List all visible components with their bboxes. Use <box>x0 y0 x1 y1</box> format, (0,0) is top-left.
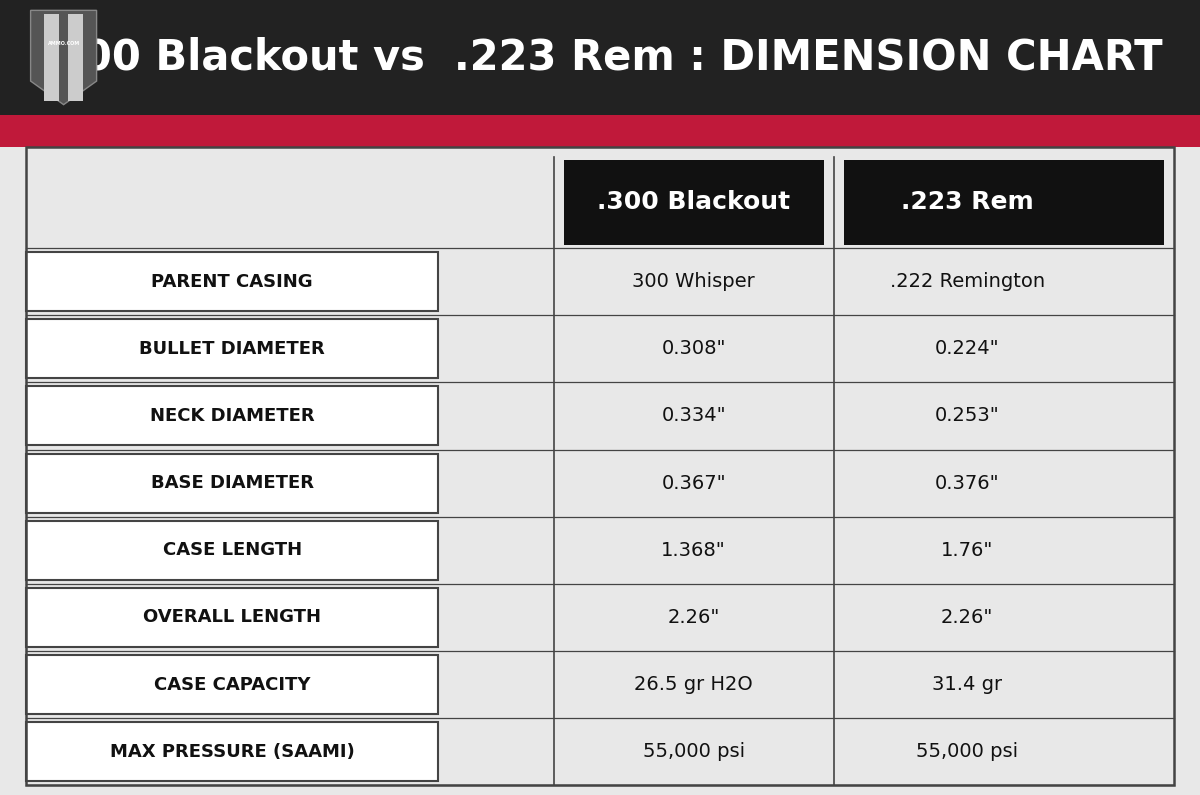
Text: MAX PRESSURE (SAAMI): MAX PRESSURE (SAAMI) <box>110 743 354 761</box>
Bar <box>564 160 824 245</box>
Text: 1.76": 1.76" <box>941 541 994 560</box>
Text: PARENT CASING: PARENT CASING <box>151 273 313 290</box>
Text: 0.224": 0.224" <box>935 339 1000 359</box>
Bar <box>68 14 83 101</box>
Text: CASE LENGTH: CASE LENGTH <box>163 541 301 560</box>
Text: NECK DIAMETER: NECK DIAMETER <box>150 407 314 425</box>
Bar <box>26 521 438 580</box>
Text: 26.5 gr H2O: 26.5 gr H2O <box>635 675 752 694</box>
Bar <box>0 147 1200 795</box>
Bar <box>844 160 1164 245</box>
Text: BASE DIAMETER: BASE DIAMETER <box>151 474 313 492</box>
Text: BULLET DIAMETER: BULLET DIAMETER <box>139 339 325 358</box>
Bar <box>26 252 438 311</box>
Text: .300 Blackout vs  .223 Rem : DIMENSION CHART: .300 Blackout vs .223 Rem : DIMENSION CH… <box>37 37 1163 79</box>
Text: 55,000 psi: 55,000 psi <box>642 743 745 762</box>
Text: 0.308": 0.308" <box>661 339 726 359</box>
Text: .300 Blackout: .300 Blackout <box>598 190 790 214</box>
Text: AMMO.COM: AMMO.COM <box>48 41 79 46</box>
Text: 0.376": 0.376" <box>935 474 1000 493</box>
Text: 2.26": 2.26" <box>667 608 720 627</box>
Bar <box>26 147 1174 785</box>
Text: 0.367": 0.367" <box>661 474 726 493</box>
Text: 1.368": 1.368" <box>661 541 726 560</box>
Text: 2.26": 2.26" <box>941 608 994 627</box>
Text: 0.334": 0.334" <box>661 406 726 425</box>
Text: 300 Whisper: 300 Whisper <box>632 272 755 291</box>
Text: OVERALL LENGTH: OVERALL LENGTH <box>143 608 322 626</box>
Bar <box>26 386 438 445</box>
Bar <box>26 588 438 647</box>
Text: .223 Rem: .223 Rem <box>901 190 1033 214</box>
Bar <box>26 454 438 513</box>
Bar <box>26 655 438 714</box>
Text: 31.4 gr: 31.4 gr <box>932 675 1002 694</box>
Text: .222 Remington: .222 Remington <box>889 272 1045 291</box>
Text: 0.253": 0.253" <box>935 406 1000 425</box>
Bar <box>0 115 1200 147</box>
Bar <box>44 14 59 101</box>
Text: 55,000 psi: 55,000 psi <box>916 743 1019 762</box>
Polygon shape <box>31 10 97 105</box>
Text: CASE CAPACITY: CASE CAPACITY <box>154 676 311 694</box>
Bar <box>26 723 438 781</box>
Bar <box>26 319 438 378</box>
